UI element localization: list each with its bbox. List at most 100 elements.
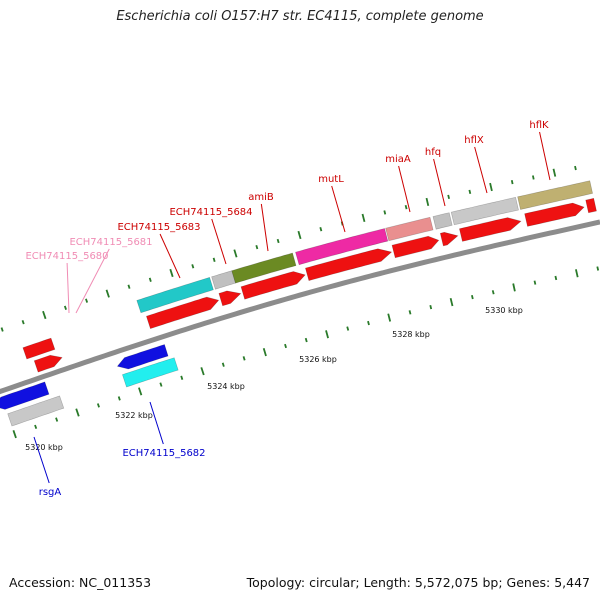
cds-arrow[interactable] (33, 354, 63, 373)
topology-label: Topology: circular; Length: 5,572,075 bp… (246, 575, 590, 590)
upper-tick (212, 257, 216, 262)
gene-label-miaa[interactable]: miaA (385, 154, 411, 165)
lower-tick (408, 310, 412, 315)
gene-label-rsga[interactable]: rsgA (39, 487, 62, 498)
upper-tick (276, 238, 280, 244)
lower-tick (367, 320, 370, 326)
gene-label-hfq[interactable]: hfq (425, 147, 441, 158)
accession-label: Accession: NC_011353 (9, 575, 152, 590)
upper-tick (510, 180, 514, 185)
upper-tick (85, 298, 89, 303)
upper-tick (489, 182, 493, 192)
leader-line (149, 401, 164, 445)
upper-tick (233, 249, 238, 258)
lower-tick (575, 269, 579, 278)
leader-line (33, 436, 50, 484)
cds-arrow[interactable] (585, 197, 597, 214)
upper-tick (255, 244, 259, 250)
lower-tick (491, 290, 495, 295)
cds-arrow[interactable] (391, 235, 440, 259)
gene-label-ech74115-5680[interactable]: ECH74115_5680 (25, 251, 108, 262)
lower-tick (138, 387, 143, 396)
gene-block-ech74115-5682-cds[interactable] (116, 344, 169, 370)
upper-tick (532, 175, 535, 180)
kbp-label: 5320 kbp (25, 443, 63, 452)
lower-tick (159, 382, 163, 387)
gene-block-ech74115-5683[interactable] (136, 277, 214, 314)
lower-tick (221, 362, 225, 367)
upper-tick (169, 268, 174, 278)
lower-tick (180, 375, 184, 380)
lower-tick (512, 283, 516, 292)
leader-line (474, 146, 488, 194)
cds-arrow[interactable] (240, 271, 306, 300)
upper-tick (42, 310, 47, 320)
cds-arrow[interactable] (305, 248, 393, 281)
gene-block-ech74115-5682[interactable] (122, 357, 179, 388)
kbp-label: 5324 kbp (207, 382, 245, 391)
lower-tick (387, 313, 392, 322)
upper-tick (574, 165, 577, 171)
upper-tick (404, 204, 408, 210)
lower-tick (262, 348, 267, 357)
upper-tick (319, 226, 323, 232)
lower-tick (554, 275, 558, 281)
lower-tick (200, 367, 205, 376)
lower-tick (325, 330, 329, 339)
gene-block-hfq[interactable] (432, 212, 453, 230)
gene-block-amib[interactable] (231, 252, 297, 284)
upper-tick (0, 327, 4, 332)
cds-arrow[interactable] (218, 290, 242, 307)
lower-tick (34, 424, 38, 429)
lower-tick (117, 396, 121, 401)
leader-line (211, 218, 227, 265)
cds-block[interactable] (22, 337, 56, 360)
upper-tick (361, 213, 366, 223)
gene-block-miaa[interactable] (385, 216, 434, 242)
lower-tick (96, 403, 100, 408)
cds-arrow[interactable] (524, 202, 585, 227)
upper-tick (425, 197, 430, 207)
lower-tick (449, 297, 454, 307)
leader-line (75, 248, 110, 314)
lower-tick (304, 337, 308, 343)
lower-tick (75, 408, 80, 417)
gene-label-ech74115-5682[interactable]: ECH74115_5682 (122, 448, 205, 459)
upper-tick (148, 277, 152, 282)
cds-arrow[interactable] (459, 217, 522, 242)
gene-block-mutl[interactable] (295, 228, 389, 266)
leader-line (260, 203, 269, 252)
gene-block-rsga[interactable] (7, 395, 65, 427)
gene-block-hflx[interactable] (450, 196, 519, 226)
gene-label-ech74115-5684[interactable]: ECH74115_5684 (169, 207, 252, 218)
gene-block-hflk[interactable] (517, 180, 593, 210)
lower-tick (471, 294, 474, 300)
upper-tick (127, 284, 131, 289)
map-title: Escherichia coli O157:H7 str. EC4115, co… (116, 9, 484, 24)
upper-tick (297, 230, 302, 240)
gene-label-ech74115-5683[interactable]: ECH74115_5683 (117, 222, 200, 233)
leader-line (398, 165, 411, 213)
upper-tick (552, 168, 557, 177)
gene-label-amib[interactable]: amiB (248, 192, 274, 203)
cds-arrow[interactable] (146, 296, 220, 329)
genome-backbone (0, 219, 600, 395)
upper-tick (63, 305, 67, 310)
cds-arrow[interactable] (439, 231, 459, 247)
kbp-label: 5322 kbp (115, 411, 153, 420)
gene-block-ech74115-5684[interactable] (211, 270, 236, 290)
lower-tick (596, 266, 600, 271)
upper-tick (383, 210, 387, 215)
leader-line (159, 233, 181, 279)
gene-label-hflk[interactable]: hflK (529, 120, 549, 131)
lower-tick (242, 356, 246, 361)
upper-tick (468, 189, 472, 195)
kbp-label: 5330 kbp (485, 306, 523, 315)
lower-tick (12, 430, 17, 439)
gene-label-ech74115-5681[interactable]: ECH74115_5681 (69, 237, 152, 248)
gene-label-hflx[interactable]: hflX (464, 135, 484, 146)
kbp-label: 5328 kbp (392, 330, 430, 339)
gene-label-mutl[interactable]: mutL (318, 174, 344, 185)
gene-block-rsga-cds[interactable] (0, 381, 50, 410)
